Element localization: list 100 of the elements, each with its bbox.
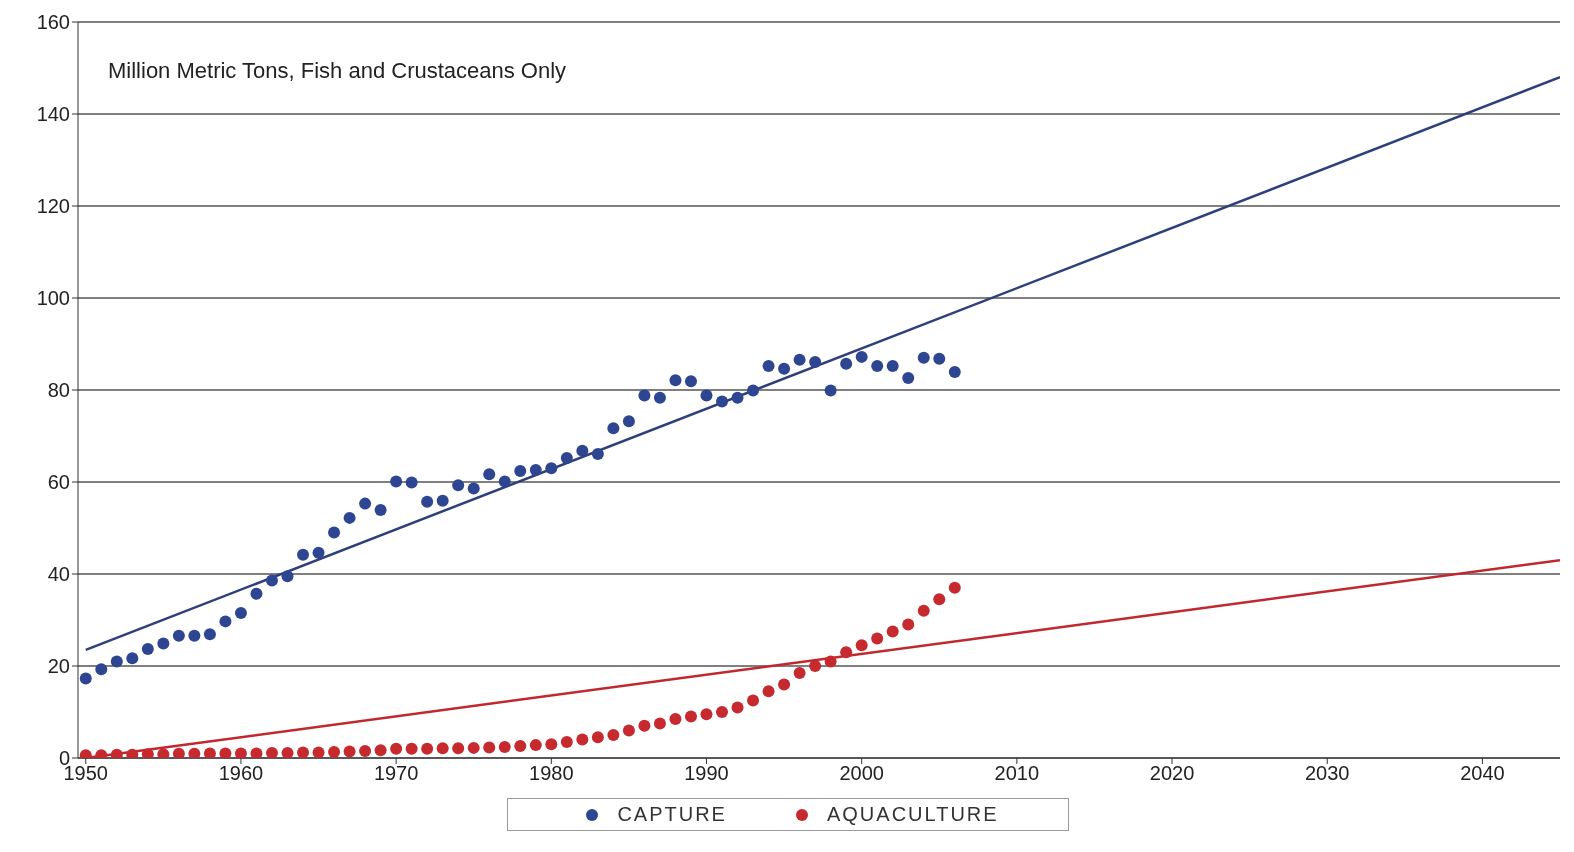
point	[731, 701, 744, 714]
point	[405, 476, 418, 489]
point	[328, 526, 341, 539]
point	[855, 350, 868, 363]
legend-label: AQUACULTURE	[825, 803, 999, 826]
point	[452, 742, 465, 755]
annotation: Million Metric Tons, Fish and Crustaceans Only	[108, 58, 567, 84]
legend-label: CAPTURE	[616, 803, 727, 826]
point	[762, 685, 775, 698]
point	[545, 738, 558, 751]
x-tick-label: 1970	[373, 762, 419, 785]
point	[126, 748, 139, 758]
point	[560, 735, 573, 748]
point	[622, 415, 635, 428]
point	[219, 615, 232, 628]
point	[498, 475, 511, 488]
point	[653, 717, 666, 730]
point	[700, 389, 713, 402]
point	[297, 548, 310, 561]
point	[653, 391, 666, 404]
point	[421, 742, 434, 755]
point	[203, 747, 216, 758]
point	[405, 742, 418, 755]
point	[669, 374, 682, 387]
point	[328, 746, 341, 758]
point	[886, 625, 899, 638]
point	[141, 642, 154, 655]
point	[871, 632, 884, 645]
point	[234, 607, 247, 620]
x-tick-label: 1980	[529, 762, 574, 785]
point	[141, 748, 154, 758]
point	[436, 494, 449, 507]
y-tick-label: 40	[47, 563, 70, 586]
point	[110, 748, 123, 758]
point	[265, 574, 278, 587]
point	[545, 462, 558, 475]
point	[343, 511, 356, 524]
point	[700, 708, 713, 721]
y-tick-label: 140	[36, 103, 70, 126]
y-tick-label: 160	[36, 11, 70, 34]
point	[188, 629, 201, 642]
point	[203, 628, 216, 641]
point	[359, 497, 372, 510]
x-tick-label: 2040	[1460, 762, 1505, 785]
point	[297, 746, 310, 758]
point	[622, 724, 635, 737]
point	[638, 719, 651, 732]
x-tick-label: 1990	[684, 762, 729, 785]
x-tick-label: 2020	[1149, 762, 1195, 785]
point	[250, 587, 263, 600]
point	[716, 395, 729, 408]
point	[529, 739, 542, 752]
point	[762, 360, 775, 373]
point	[281, 746, 294, 758]
point	[219, 747, 232, 758]
x-tick-label: 2000	[839, 762, 884, 785]
point	[467, 482, 480, 495]
y-tick-label: 120	[36, 195, 70, 218]
point	[157, 637, 170, 650]
y-tick-label: 20	[47, 655, 70, 678]
x-tick-label: 2010	[994, 762, 1040, 785]
point	[529, 464, 542, 477]
point	[778, 678, 791, 691]
point	[684, 375, 697, 388]
point	[731, 391, 744, 404]
point	[421, 495, 434, 508]
point	[436, 742, 449, 755]
point	[312, 546, 325, 559]
point	[467, 741, 480, 754]
point	[793, 353, 806, 366]
point	[483, 468, 496, 481]
point	[886, 360, 899, 373]
point	[809, 355, 822, 368]
point	[917, 604, 930, 617]
point	[312, 746, 325, 758]
point	[747, 384, 760, 397]
point	[871, 360, 884, 373]
point	[840, 646, 853, 659]
point	[250, 747, 263, 758]
point	[855, 639, 868, 652]
point	[607, 729, 620, 741]
point	[902, 618, 915, 631]
point	[576, 444, 589, 457]
point	[778, 362, 791, 375]
point	[576, 733, 589, 746]
point	[514, 464, 527, 477]
point	[607, 422, 620, 435]
x-tick-label: 2030	[1304, 762, 1350, 785]
y-tick-label: 80	[47, 379, 70, 402]
point	[809, 660, 822, 672]
y-tick-label: 100	[36, 287, 70, 310]
point	[716, 706, 729, 718]
point	[591, 731, 604, 744]
point	[514, 740, 527, 753]
point	[948, 581, 961, 594]
point	[948, 366, 961, 379]
point	[933, 352, 946, 365]
point	[591, 447, 604, 460]
point	[157, 748, 170, 758]
y-tick-label: 60	[47, 471, 70, 494]
